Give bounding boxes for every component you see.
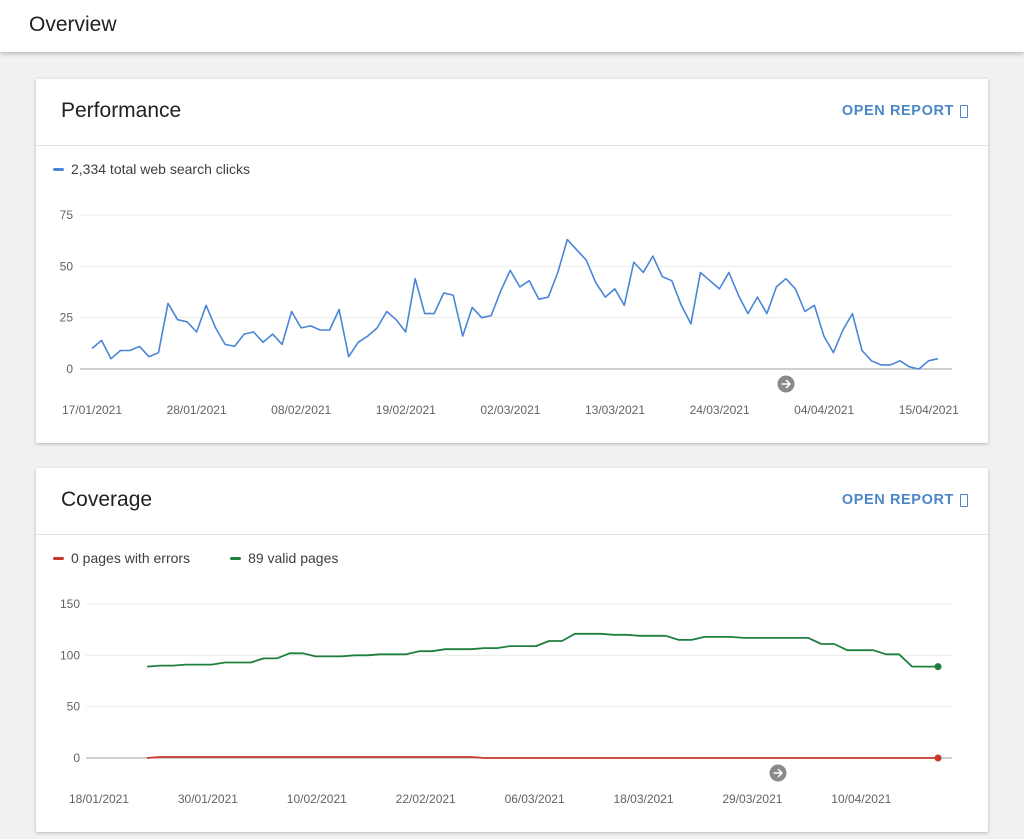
valid-pages-series-line — [146, 632, 938, 668]
coverage-card-header: Coverage OPEN REPORT — [36, 468, 988, 535]
x-tick-label: 24/03/2021 — [690, 403, 750, 417]
legend-item-errors[interactable]: 0 pages with errors — [53, 550, 190, 566]
external-link-icon — [960, 104, 968, 118]
coverage-title: Coverage — [61, 488, 153, 511]
legend-label-errors: 0 pages with errors — [71, 550, 191, 566]
x-tick-label: 08/02/2021 — [271, 403, 331, 417]
legend-swatch-errors — [53, 556, 64, 560]
x-tick-label: 13/03/2021 — [585, 403, 645, 417]
annotation-arrow-icon[interactable] — [769, 764, 787, 782]
performance-card: Performance OPEN REPORT 2,334 total web … — [36, 79, 988, 443]
open-report-label: OPEN REPORT — [841, 103, 954, 119]
x-tick-label: 19/02/2021 — [376, 403, 436, 417]
valid-pages-end-point — [934, 663, 942, 671]
performance-legend: 2,334 total web search clicks — [53, 161, 290, 177]
legend-swatch-valid — [230, 556, 242, 560]
x-tick-label: 28/01/2021 — [167, 403, 227, 417]
y-tick-label: 50 — [67, 700, 81, 714]
performance-open-report-button[interactable]: OPEN REPORT — [842, 103, 968, 119]
x-tick-label: 18/01/2021 — [69, 792, 129, 806]
performance-title: Performance — [61, 99, 182, 122]
x-tick-label: 02/03/2021 — [480, 403, 540, 417]
y-tick-label: 75 — [60, 208, 74, 222]
legend-label-valid: 89 valid pages — [248, 550, 339, 566]
legend-label-clicks: 2,334 total web search clicks — [71, 161, 250, 177]
coverage-open-report-button[interactable]: OPEN REPORT — [842, 492, 968, 508]
external-link-icon — [960, 493, 968, 507]
y-tick-label: 150 — [60, 597, 80, 611]
x-tick-label: 15/04/2021 — [899, 403, 959, 417]
y-tick-label: 100 — [60, 648, 80, 662]
coverage-card: Coverage OPEN REPORT 0 pages with errors… — [36, 468, 988, 832]
coverage-legend: 0 pages with errors 89 valid pages — [53, 550, 378, 566]
x-tick-label: 10/02/2021 — [287, 792, 347, 806]
errors-end-point — [934, 754, 942, 762]
x-tick-label: 10/04/2021 — [831, 792, 891, 806]
y-tick-label: 0 — [66, 362, 73, 376]
coverage-chart: 0 50 100 150 18/01/2021 30/01/2021 10/02/2021… — [60, 597, 952, 806]
x-tick-label: 29/03/2021 — [722, 792, 782, 806]
legend-item-valid[interactable]: 89 valid pages — [230, 550, 338, 566]
y-tick-label: 0 — [73, 751, 80, 765]
errors-series-line — [146, 756, 938, 759]
clicks-series-line — [91, 238, 939, 370]
x-tick-label: 17/01/2021 — [62, 403, 122, 417]
x-tick-label: 04/04/2021 — [794, 403, 854, 417]
x-tick-label: 30/01/2021 — [178, 792, 238, 806]
legend-item-clicks[interactable]: 2,334 total web search clicks — [53, 161, 250, 177]
performance-card-header: Performance OPEN REPORT — [36, 79, 988, 146]
top-bar: Overview — [0, 0, 1024, 52]
open-report-label: OPEN REPORT — [841, 492, 954, 508]
page-title: Overview — [29, 13, 117, 36]
y-tick-label: 25 — [60, 311, 74, 325]
legend-swatch-clicks — [53, 167, 64, 171]
y-tick-label: 50 — [60, 259, 74, 273]
annotation-arrow-icon[interactable] — [777, 375, 795, 393]
x-tick-label: 18/03/2021 — [613, 792, 673, 806]
x-tick-label: 22/02/2021 — [396, 792, 456, 806]
performance-chart: 0 25 50 75 17/01/2021 28/01/2021 08/02/2021 19… — [60, 208, 960, 417]
x-tick-label: 06/03/2021 — [505, 792, 565, 806]
